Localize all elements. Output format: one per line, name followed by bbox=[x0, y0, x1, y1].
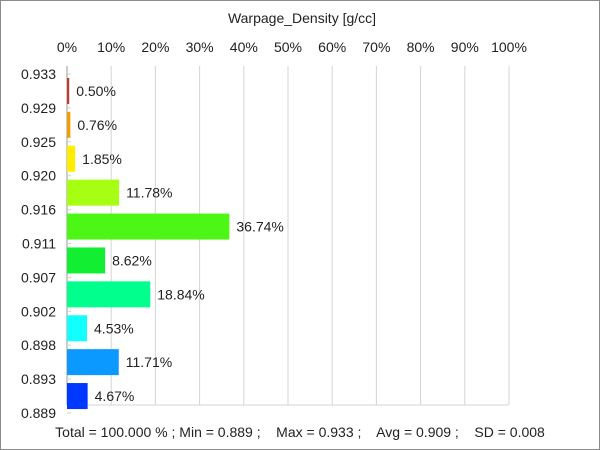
x-tick-label: 50% bbox=[274, 39, 302, 55]
bar bbox=[67, 247, 106, 274]
y-tick-label: 0.916 bbox=[21, 202, 56, 218]
x-tick-label: 0% bbox=[57, 39, 77, 55]
bar-data-label: 18.84% bbox=[157, 286, 204, 302]
bar-data-label: 4.67% bbox=[95, 388, 135, 404]
bar bbox=[67, 281, 151, 308]
grid-lines bbox=[66, 66, 510, 414]
summary-statistics: Total = 100.000 % ; Min = 0.889 ; Max = … bbox=[55, 424, 545, 440]
x-tick-label: 10% bbox=[97, 39, 125, 55]
bar bbox=[67, 383, 88, 410]
y-tick-label: 0.889 bbox=[21, 405, 56, 421]
y-tick-label: 0.911 bbox=[22, 236, 56, 252]
x-tick-label: 70% bbox=[362, 39, 390, 55]
bar bbox=[67, 315, 88, 342]
x-tick-label: 20% bbox=[141, 39, 169, 55]
bar-data-label: 36.74% bbox=[236, 219, 283, 235]
x-tick-label: 30% bbox=[186, 39, 214, 55]
bar-data-label: 0.50% bbox=[76, 83, 116, 99]
y-axis-tick-labels: 0.933 0.929 0.925 0.920 0.916 0.911 0.907 0.902… bbox=[21, 66, 56, 421]
bar bbox=[67, 145, 76, 172]
bar-data-label: 1.85% bbox=[82, 151, 122, 167]
x-tick-label: 60% bbox=[318, 39, 346, 55]
x-tick-label: 100% bbox=[491, 39, 527, 55]
y-tick-label: 0.902 bbox=[21, 303, 56, 319]
x-tick-label: 80% bbox=[407, 39, 435, 55]
y-tick-label: 0.929 bbox=[21, 100, 56, 116]
bar bbox=[67, 349, 119, 376]
x-tick-label: 90% bbox=[451, 39, 479, 55]
bars bbox=[67, 77, 230, 410]
bar-data-label: 11.78% bbox=[126, 185, 172, 201]
y-tick-label: 0.898 bbox=[21, 337, 56, 353]
bar bbox=[67, 77, 70, 104]
x-axis-tick-labels: 0% 10% 20% 30% 40% 50% 60% 70% 80% 90% 100% bbox=[57, 39, 527, 55]
chart-title: Warpage_Density [g/cc] bbox=[228, 10, 376, 26]
bar-data-label: 11.71% bbox=[126, 354, 172, 370]
x-tick-label: 40% bbox=[230, 39, 258, 55]
bar-data-label: 8.62% bbox=[112, 252, 152, 268]
bar-data-label: 4.53% bbox=[94, 320, 134, 336]
bar bbox=[67, 213, 230, 240]
bar-data-label: 0.76% bbox=[77, 117, 117, 133]
bar-data-labels: 0.50% 0.76% 1.85% 11.78% 36.74% 8.62% 18.84% 4.… bbox=[76, 83, 284, 404]
y-tick-label: 0.920 bbox=[21, 168, 56, 184]
y-tick-label: 0.893 bbox=[21, 371, 56, 387]
y-tick-label: 0.907 bbox=[21, 269, 56, 285]
bar bbox=[67, 179, 120, 206]
y-tick-label: 0.925 bbox=[21, 134, 56, 150]
bar bbox=[67, 111, 71, 138]
y-tick-label: 0.933 bbox=[21, 66, 56, 82]
